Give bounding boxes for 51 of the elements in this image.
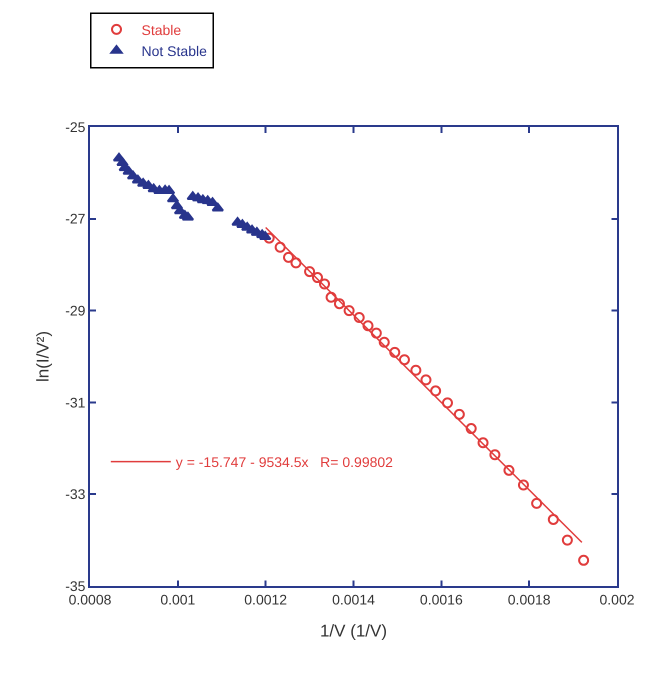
point	[398, 354, 410, 366]
x-tick-label: 0.0008	[68, 592, 112, 608]
point	[503, 464, 514, 476]
point	[259, 231, 272, 240]
point	[283, 252, 294, 263]
legend-label: Stable	[142, 22, 182, 38]
point	[312, 272, 323, 284]
x-tick-label: 0.0016	[420, 592, 463, 608]
point	[362, 320, 374, 332]
x-tick-label: 0.0018	[508, 592, 551, 608]
point	[562, 534, 573, 546]
point	[354, 312, 365, 323]
point	[410, 364, 422, 376]
point	[489, 449, 500, 460]
point	[548, 514, 559, 525]
y-tick-label: -29	[65, 302, 86, 318]
point	[212, 202, 224, 212]
legend-label: y = -15.747 - 9534.5x R= 0.99802	[176, 454, 394, 470]
point	[430, 385, 442, 396]
x-tick-label: 0.0012	[244, 592, 288, 608]
x-tick-label: 0.002	[599, 592, 635, 608]
point	[378, 336, 390, 348]
point	[290, 257, 302, 268]
y-tick-label: -33	[65, 486, 86, 502]
y-tick-label: -27	[65, 210, 86, 227]
point	[334, 298, 345, 310]
point	[389, 346, 400, 358]
point	[454, 408, 465, 420]
point	[274, 242, 286, 253]
point	[264, 232, 275, 244]
point	[442, 397, 453, 408]
point	[182, 212, 194, 221]
y-tick-label: -35	[65, 578, 86, 594]
point	[420, 374, 432, 386]
point	[344, 305, 355, 316]
point	[319, 278, 330, 290]
point	[326, 292, 337, 303]
point	[478, 437, 489, 448]
y-tick-label: -31	[65, 394, 86, 410]
x-tick-label: 0.0014	[332, 592, 376, 608]
legend-label: Not Stable	[142, 43, 208, 60]
point	[304, 266, 316, 278]
point	[518, 480, 529, 491]
y-tick-label: -25	[65, 118, 86, 135]
x-axis-title: 1/V (1/V)	[320, 621, 388, 640]
point	[578, 554, 590, 566]
point	[531, 498, 542, 509]
x-tick-label: 0.001	[160, 592, 196, 608]
y-axis-title: ln(I/V²)	[33, 331, 52, 382]
point	[466, 423, 477, 434]
point	[370, 328, 382, 339]
